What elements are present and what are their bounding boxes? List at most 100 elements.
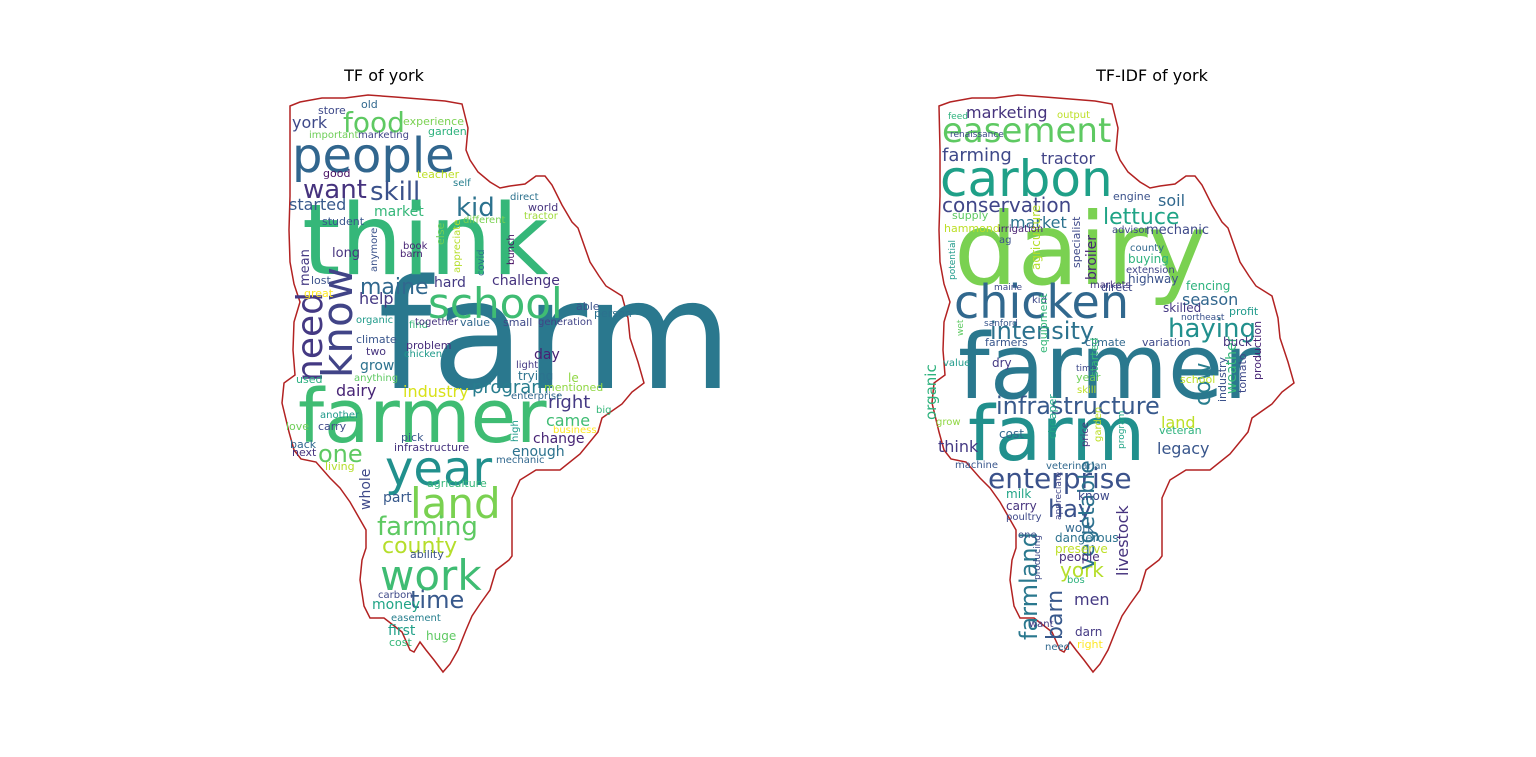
left-word-44: good [323,167,350,180]
left-word-51: great [304,287,334,300]
right-word-15: soil [1158,191,1185,210]
right-word-95: feed [948,112,968,122]
right-word-43: extension [1126,265,1175,276]
left-word-52: organic [356,315,393,326]
right-word-54: farmers [985,336,1028,349]
right-word-77: machine [955,460,998,471]
left-word-34: part [383,490,412,506]
left-word-92: infrastructure [394,441,469,454]
left-word-86: le [568,371,579,385]
right-word-65: started [1088,338,1101,377]
right-word-39: potential [948,240,958,280]
left-word-77: value [460,316,490,329]
right-word-35: irrigation [998,224,1043,235]
left-word-56: anything [354,373,398,384]
left-word-41: store [318,104,346,117]
left-word-47: student [322,215,365,228]
right-word-12: farming [942,145,1012,166]
right-word-16: market [1010,213,1067,232]
left-word-21: market [374,204,424,220]
right-word-10: conservation [942,193,1071,217]
left-word-38: experience [403,115,464,128]
right-word-44: highway [1128,272,1178,286]
right-word-38: supply [952,209,989,222]
right-word-55: kid [1032,295,1047,306]
left-word-37: huge [426,629,456,643]
right-word-18: season [1182,290,1238,309]
right-word-84: dangerous [1055,531,1118,545]
left-word-50: lost [311,274,332,287]
left-word-40: old [361,98,378,111]
left-word-83: chicken [404,349,442,360]
left-word-89: big [596,405,611,416]
left-word-46: self [453,178,471,189]
left-word-91: pick [401,431,424,444]
left-word-18: one [318,440,363,468]
right-word-9: haying [1168,314,1256,344]
tf-panel: TF of york [344,66,424,85]
left-word-0: farm [378,247,733,424]
right-word-70: veteran [1159,424,1202,437]
right-word-73: cheaper [1046,394,1059,439]
left-word-98: easement [391,613,441,624]
right-word-1: farmer [958,315,1260,420]
right-word-7: infrastructure [996,392,1160,420]
left-word-54: two [366,345,386,358]
left-word-85: trying [518,369,553,383]
right-word-89: producing [1033,535,1043,580]
right-word-34: agriculture [1029,205,1043,270]
right-word-58: wet [956,319,966,336]
right-word-36: ag [999,235,1011,246]
right-word-72: cost [999,427,1024,441]
left-word-58: carry [318,420,347,433]
right-word-49: profit [1229,305,1259,318]
left-word-84: light [516,360,538,371]
right-word-92: darn [1075,625,1102,639]
right-word-78: veterinarian [1046,461,1107,472]
right-word-22: weather [1224,336,1240,394]
left-word-96: ability [410,548,444,561]
right-word-96: output [1057,110,1090,121]
left-word-94: mechanic [496,455,544,466]
york-outline-left [281,94,645,674]
left-word-27: industry [403,382,469,401]
right-word-50: northeast [1181,313,1225,323]
left-word-4: school [428,279,563,328]
left-word-19: started [289,195,346,214]
right-word-83: work [1065,521,1094,535]
right-word-86: people [1059,550,1100,564]
left-word-68: else [434,222,447,245]
right-word-85: preserve [1055,542,1108,556]
left-word-81: person [594,307,632,320]
left-word-15: farming [377,512,478,542]
right-word-40: advisor [1112,225,1150,236]
right-word-8: intensity [990,317,1094,345]
left-word-24: challenge [492,273,560,289]
left-word-30: day [534,347,560,363]
right-word-19: land [1161,413,1196,432]
left-word-36: first [388,623,416,639]
right-word-80: carry [1006,499,1037,513]
left-word-26: dairy [336,381,376,400]
left-word-87: mentioned [544,381,603,394]
left-word-22: help [359,289,394,308]
right-word-3: carbon [940,150,1113,208]
left-word-74: bunch [506,234,517,265]
right-word-27: men [1074,590,1110,609]
right-word-24: organic [922,364,940,420]
left-word-8: know [313,267,362,378]
left-word-14: maine [360,275,429,300]
left-word-33: enough [512,444,565,460]
left-word-70: barn [400,249,423,260]
left-word-95: agriculture [427,477,487,490]
left-word-76: together [415,317,459,328]
right-word-75: price [1080,422,1091,447]
right-word-21: cow [1191,362,1216,406]
right-word-46: direct [1101,281,1133,294]
right-word-51: buck [1223,335,1252,349]
tfidf-title: TF-IDF of york [1096,66,1208,85]
left-word-93: high [510,420,521,442]
right-word-52: variation [1142,336,1191,349]
left-word-12: skill [370,177,420,207]
